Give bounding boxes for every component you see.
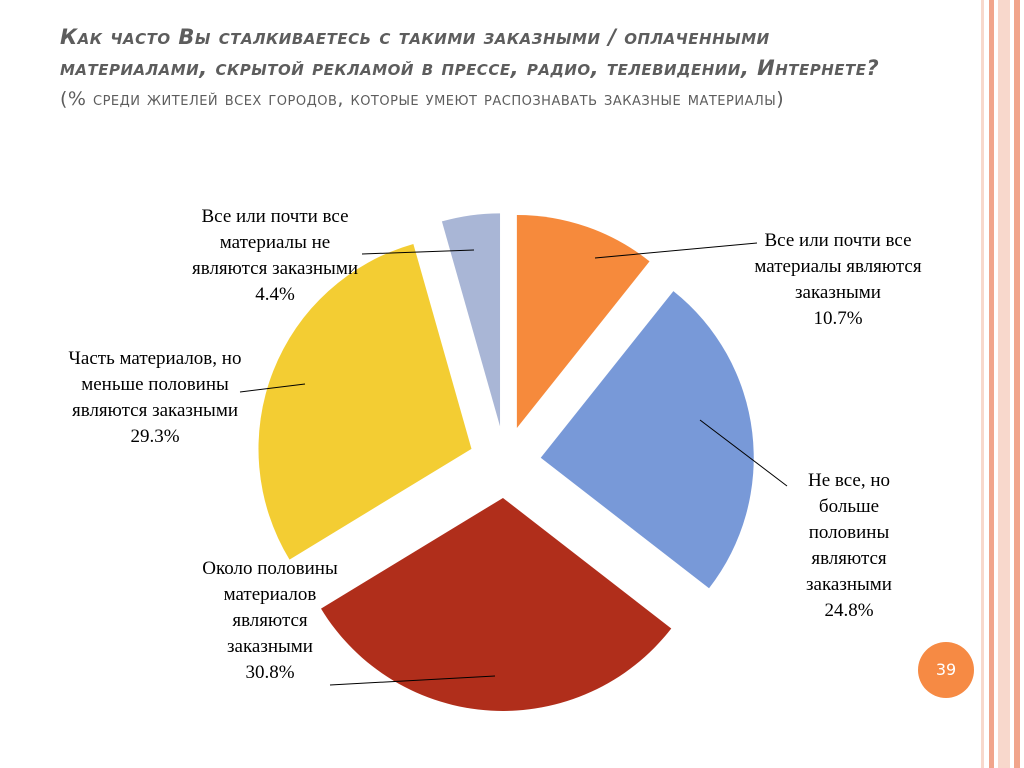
slice-label: Часть материалов, но меньше половины явл… bbox=[60, 346, 250, 450]
slice-value-label: 4.4% bbox=[255, 284, 295, 305]
slice-value-label: 10.7% bbox=[813, 308, 863, 329]
pie-slice bbox=[258, 243, 472, 560]
leader-line bbox=[329, 675, 496, 686]
slide-title: Как часто Вы сталкиваетесь с такими зака… bbox=[60, 22, 920, 115]
slice-label-text: Часть материалов, но меньше половины явл… bbox=[68, 348, 242, 421]
slice-label: Все или почти все материалы не являются … bbox=[185, 204, 365, 308]
pie-slice bbox=[441, 213, 501, 427]
leader-line bbox=[361, 249, 475, 255]
slice-label: Около половины материалов являются заказ… bbox=[195, 556, 345, 686]
stripe bbox=[989, 0, 994, 768]
stripe bbox=[981, 0, 984, 768]
slice-label-text: Около половины материалов являются заказ… bbox=[202, 558, 338, 657]
slice-label-text: Все или почти все материалы являются зак… bbox=[754, 230, 922, 303]
slice-label-text: Все или почти все материалы не являются … bbox=[191, 206, 359, 279]
page-number-badge: 39 bbox=[918, 642, 974, 698]
pie-slice bbox=[321, 497, 672, 711]
pie-slice bbox=[540, 291, 754, 589]
slice-value-label: 30.8% bbox=[245, 662, 295, 683]
slice-value-label: 29.3% bbox=[130, 426, 180, 447]
slice-value-label: 24.8% bbox=[824, 600, 874, 621]
stripe bbox=[1014, 0, 1020, 768]
title-subtitle: (% среди жителей всех городов, которые у… bbox=[60, 88, 785, 110]
stripe bbox=[998, 0, 1010, 768]
decorative-stripes bbox=[972, 0, 1024, 768]
title-main: Как часто Вы сталкиваетесь с такими зака… bbox=[60, 25, 880, 80]
slice-label: Не все, но больше половины являются зака… bbox=[778, 468, 920, 624]
pie-slice bbox=[516, 215, 650, 429]
slice-label-text: Не все, но больше половины являются зака… bbox=[806, 470, 892, 595]
leader-line bbox=[239, 383, 306, 393]
slice-label: Все или почти все материалы являются зак… bbox=[748, 228, 928, 332]
leader-line bbox=[699, 419, 788, 487]
leader-line bbox=[594, 242, 758, 259]
